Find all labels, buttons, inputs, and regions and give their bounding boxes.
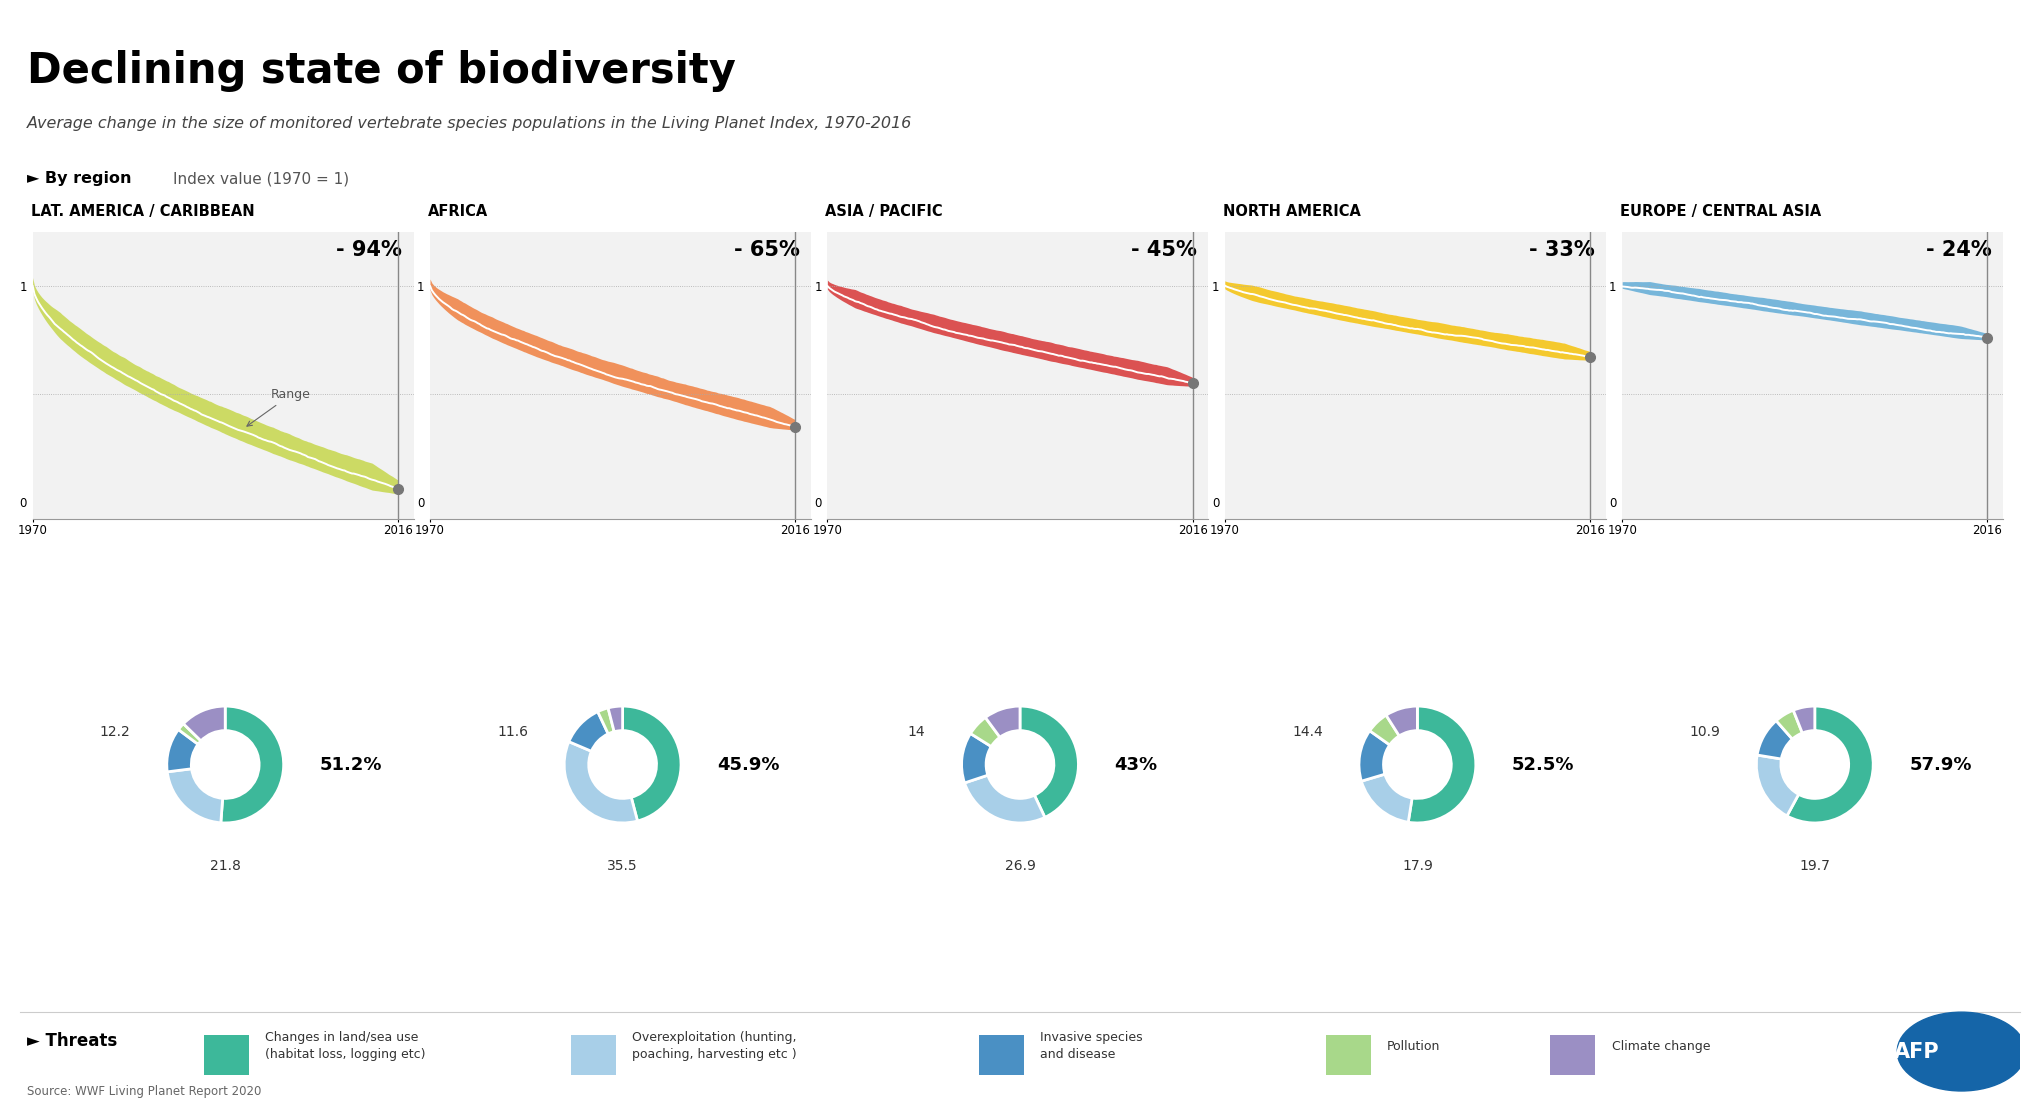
Text: Index value (1970 = 1): Index value (1970 = 1) — [173, 171, 349, 187]
Wedge shape — [167, 768, 222, 822]
Text: 21.8: 21.8 — [210, 859, 241, 873]
Text: - 94%: - 94% — [336, 241, 402, 261]
Circle shape — [1896, 1012, 2025, 1091]
Text: LAT. AMERICA / CARIBBEAN: LAT. AMERICA / CARIBBEAN — [31, 204, 255, 220]
Wedge shape — [177, 724, 202, 744]
Bar — [1550, 1034, 1594, 1074]
Wedge shape — [1756, 721, 1792, 760]
Text: Climate change: Climate change — [1611, 1040, 1709, 1053]
Text: ASIA / PACIFIC: ASIA / PACIFIC — [826, 204, 942, 220]
Text: Changes in land/sea use
(habitat loss, logging etc): Changes in land/sea use (habitat loss, l… — [265, 1031, 426, 1061]
Text: 52.5%: 52.5% — [1511, 755, 1574, 774]
Text: - 65%: - 65% — [734, 241, 799, 261]
Text: 26.9: 26.9 — [1003, 859, 1036, 873]
Text: 12.2: 12.2 — [100, 725, 130, 740]
Bar — [204, 1034, 249, 1074]
Text: AFRICA: AFRICA — [428, 204, 487, 220]
Wedge shape — [1786, 707, 1872, 822]
Text: Declining state of biodiversity: Declining state of biodiversity — [27, 50, 734, 92]
Text: Invasive species
and disease: Invasive species and disease — [1040, 1031, 1142, 1061]
Wedge shape — [1368, 715, 1399, 745]
Wedge shape — [985, 707, 1020, 737]
Text: 45.9%: 45.9% — [718, 755, 779, 774]
Text: 11.6: 11.6 — [498, 725, 528, 740]
Bar — [979, 1034, 1024, 1074]
Bar — [571, 1034, 616, 1074]
Bar — [1325, 1034, 1370, 1074]
Text: EUROPE / CENTRAL ASIA: EUROPE / CENTRAL ASIA — [1619, 204, 1821, 220]
Text: AFP: AFP — [1894, 1041, 1939, 1062]
Wedge shape — [597, 708, 614, 734]
Wedge shape — [971, 718, 999, 746]
Text: 14.4: 14.4 — [1291, 725, 1321, 740]
Text: 10.9: 10.9 — [1688, 725, 1719, 740]
Text: Source: WWF Living Planet Report 2020: Source: WWF Living Planet Report 2020 — [27, 1085, 261, 1097]
Text: Average change in the size of monitored vertebrate species populations in the Li: Average change in the size of monitored … — [27, 116, 911, 131]
Text: 14: 14 — [907, 725, 926, 740]
Wedge shape — [167, 730, 198, 772]
Text: - 24%: - 24% — [1925, 241, 1990, 261]
Wedge shape — [1384, 707, 1417, 736]
Text: 19.7: 19.7 — [1798, 859, 1829, 873]
Text: 35.5: 35.5 — [608, 859, 638, 873]
Text: 51.2%: 51.2% — [320, 755, 381, 774]
Wedge shape — [569, 712, 608, 751]
Text: Overexploitation (hunting,
poaching, harvesting etc ): Overexploitation (hunting, poaching, har… — [632, 1031, 797, 1061]
Wedge shape — [960, 733, 991, 783]
Wedge shape — [608, 707, 622, 732]
Wedge shape — [1360, 774, 1411, 822]
Wedge shape — [1020, 707, 1079, 817]
Text: ► By region: ► By region — [27, 171, 130, 187]
Wedge shape — [565, 742, 636, 822]
Text: Pollution: Pollution — [1387, 1040, 1440, 1053]
Wedge shape — [184, 707, 224, 741]
Text: NORTH AMERICA: NORTH AMERICA — [1221, 204, 1360, 220]
Wedge shape — [964, 775, 1044, 822]
Wedge shape — [622, 707, 681, 821]
Wedge shape — [1756, 755, 1798, 816]
Text: - 33%: - 33% — [1527, 241, 1594, 261]
Text: ► Threats: ► Threats — [27, 1032, 116, 1050]
Wedge shape — [1792, 707, 1815, 733]
Text: 17.9: 17.9 — [1401, 859, 1431, 873]
Wedge shape — [1407, 707, 1474, 822]
Text: Range: Range — [247, 388, 310, 426]
Text: 57.9%: 57.9% — [1909, 755, 1972, 774]
Text: 43%: 43% — [1113, 755, 1158, 774]
Wedge shape — [1776, 710, 1800, 739]
Text: - 45%: - 45% — [1132, 241, 1197, 261]
Wedge shape — [1358, 731, 1389, 782]
Wedge shape — [220, 707, 283, 822]
